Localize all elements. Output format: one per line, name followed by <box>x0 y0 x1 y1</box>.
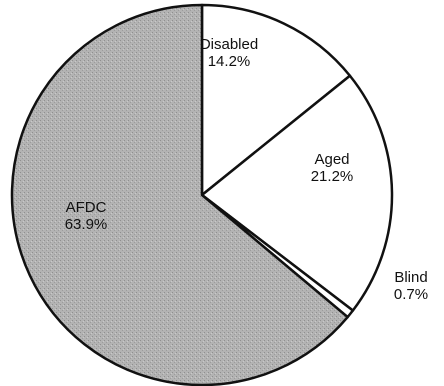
slice-value-afdc: 63.9% <box>65 216 108 233</box>
slice-label-disabled: Disabled <box>200 36 258 53</box>
pie-labels: Disabled 14.2% Aged 21.2% Blind 0.7% AFD… <box>65 36 428 303</box>
slice-value-blind: 0.7% <box>394 286 428 303</box>
pie-slice-afdc <box>10 3 349 386</box>
slice-value-aged: 21.2% <box>311 168 354 185</box>
slice-label-aged: Aged <box>314 151 349 168</box>
pie-slice-aged <box>200 74 394 312</box>
slice-value-disabled: 14.2% <box>208 53 251 70</box>
slice-label-blind: Blind <box>394 269 427 286</box>
pie-slices <box>10 3 394 386</box>
slice-label-afdc: AFDC <box>66 199 107 216</box>
pie-slice-disabled <box>200 3 352 197</box>
